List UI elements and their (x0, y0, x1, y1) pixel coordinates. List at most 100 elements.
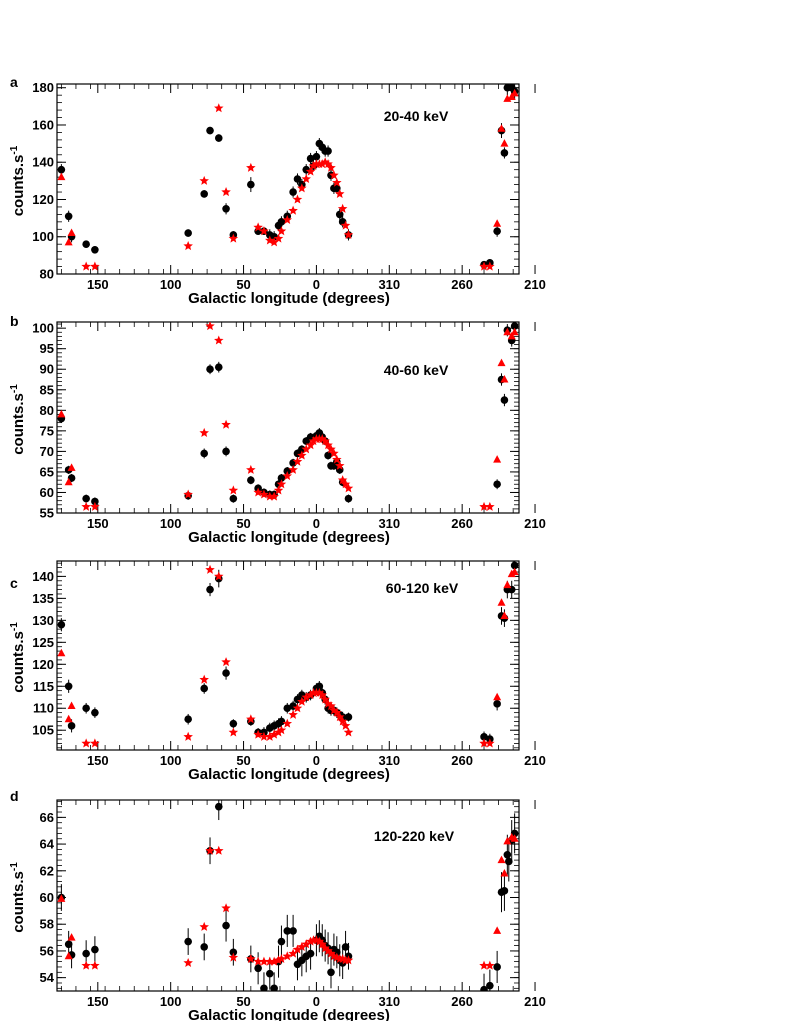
model-marker-star (301, 692, 311, 702)
panel-c: c 60-120 keV 105 110 115 120 125 130 135 140 150 10… (9, 560, 546, 783)
measured-point (91, 936, 99, 963)
model-marker-star (273, 485, 284, 495)
y-tick-label: 66 (40, 810, 54, 825)
x-tick-label: 0 (313, 753, 320, 768)
model-marker-star (311, 935, 322, 945)
model-marker-star (305, 166, 316, 176)
model-marker-star (221, 187, 231, 197)
model-marker-star (90, 738, 100, 748)
x-tick-label: 100 (160, 277, 182, 292)
model-marker-star (317, 159, 327, 169)
model-marker-star (323, 440, 333, 450)
y-axis: 54 56 58 60 62 64 66 (40, 800, 519, 989)
model-marker-star (332, 952, 342, 962)
y-tick-label: 110 (33, 701, 54, 716)
model-marker-star (292, 194, 303, 204)
measured-marker (277, 474, 286, 482)
model-marker-star (305, 690, 316, 700)
model-marker-star (246, 714, 256, 724)
measured-marker (510, 322, 519, 330)
model-marker-star (221, 657, 231, 667)
x-tick-label: 310 (378, 277, 400, 292)
measured-point (229, 719, 238, 729)
measured-marker (91, 245, 99, 254)
measured-marker (222, 669, 230, 677)
model-marker-star (221, 419, 231, 429)
x-tick-label: 50 (236, 516, 250, 531)
model-series (57, 322, 519, 511)
measured-marker (312, 152, 321, 161)
x-axis: 150 100 50 0 310 260 210 (60, 322, 546, 531)
measured-marker (82, 704, 90, 713)
model-marker-star (205, 845, 215, 855)
measured-point (222, 203, 230, 215)
y-tick-label: 140 (32, 155, 54, 170)
model-marker-star (334, 712, 345, 722)
measured-marker (335, 210, 344, 219)
model-marker-star (323, 159, 333, 169)
panel-a: a 20-40 keV 80 100 120 140 160 180 150 100 50 0 310 2… (9, 74, 546, 307)
plot-area (57, 322, 519, 511)
model-marker-star (81, 261, 91, 271)
model-marker-triangle (510, 88, 519, 97)
measured-marker (222, 447, 230, 456)
model-marker-star (297, 183, 307, 193)
model-marker-star (253, 222, 263, 232)
y-tick-label: 100 (32, 229, 54, 244)
measured-point (277, 716, 286, 727)
panel-b: b 40-60 keV 55 60 65 70 75 80 85 90 95 100 150 100 50 0… (9, 313, 546, 546)
x-tick-label: 310 (378, 516, 400, 531)
model-marker-star (90, 261, 100, 271)
model-marker-triangle (67, 228, 76, 237)
model-marker-star (246, 464, 256, 474)
model-marker-star (337, 203, 348, 213)
measured-marker (289, 188, 297, 196)
model-marker-star (259, 489, 269, 499)
x-tick-label: 50 (236, 277, 250, 292)
measured-point (184, 713, 192, 725)
y-axis-title: counts.s-1 (9, 862, 27, 933)
model-marker-star (265, 491, 275, 501)
y-tick-label: 54 (40, 970, 55, 985)
y-tick-label: 80 (40, 403, 54, 418)
model-marker-star (273, 233, 284, 243)
y-axis-title-main: counts.s (10, 393, 27, 455)
model-marker-triangle (497, 358, 506, 367)
x-tick-label: 260 (451, 516, 473, 531)
measured-point (260, 972, 268, 991)
model-marker-star (183, 957, 193, 967)
measured-point (206, 126, 214, 135)
model-marker-star (276, 953, 287, 963)
measured-marker (91, 708, 99, 717)
model-marker-star (81, 501, 91, 511)
measured-marker (214, 802, 223, 811)
measured-point (200, 933, 208, 961)
x-tick-label: 0 (313, 277, 320, 292)
model-marker-star (183, 489, 193, 499)
measured-marker (260, 984, 268, 991)
y-axis-title-exponent: -1 (9, 622, 20, 631)
model-marker-triangle (500, 611, 509, 619)
measured-point (82, 240, 90, 248)
measured-marker (82, 949, 90, 958)
model-marker-star (334, 188, 345, 198)
model-marker-star (485, 261, 495, 271)
x-tick-label: 50 (236, 753, 250, 768)
measured-point (500, 870, 509, 911)
model-marker-star (323, 698, 333, 708)
measured-marker (327, 968, 335, 977)
model-marker-star (326, 444, 336, 454)
model-marker-star (334, 460, 345, 470)
x-axis-title: Galactic longitude (degrees) (188, 1007, 390, 1021)
x-tick-label: 260 (451, 277, 473, 292)
measured-point (222, 909, 230, 942)
y-axis: 105 110 115 120 125 130 135 140 (32, 562, 519, 749)
model-marker-star (265, 731, 275, 741)
y-tick-label: 65 (40, 464, 54, 479)
measured-marker (283, 704, 292, 713)
model-marker-triangle (497, 598, 506, 606)
plot-area (57, 84, 519, 271)
measured-point (283, 702, 292, 714)
x-tick-label: 210 (524, 277, 546, 292)
model-marker-triangle (493, 455, 502, 463)
